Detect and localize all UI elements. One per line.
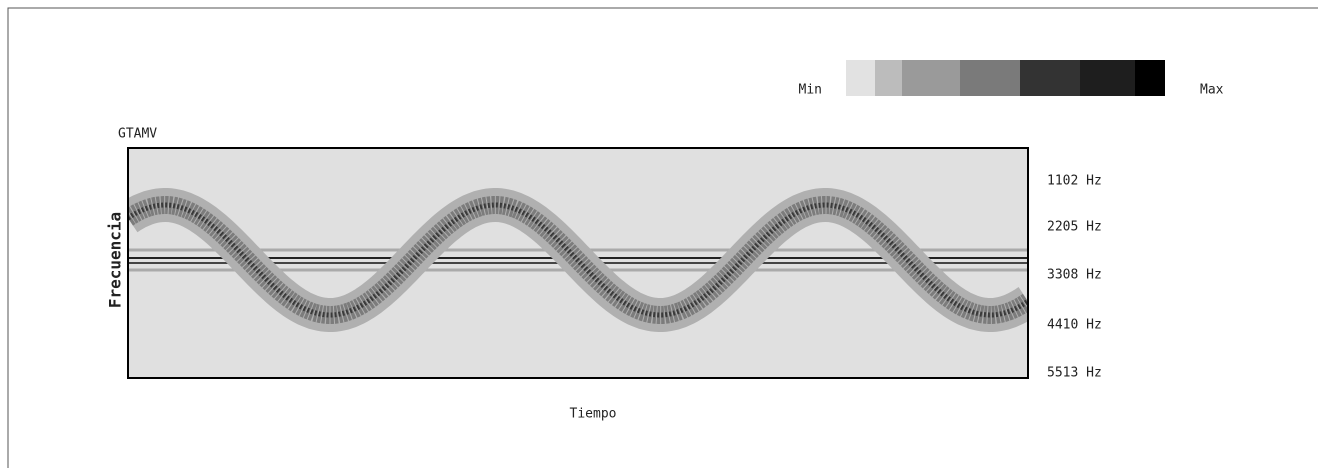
legend-swatch bbox=[1020, 60, 1080, 96]
spectrogram-window: Min Max GTAMV Frecuencia 1102 Hz 2205 Hz… bbox=[0, 0, 1318, 468]
y-tick-label: 3308 Hz bbox=[1047, 268, 1102, 283]
spectrogram-area bbox=[128, 148, 1028, 378]
legend-swatch bbox=[902, 60, 960, 96]
legend-swatch bbox=[960, 60, 1020, 96]
legend-swatch bbox=[846, 60, 875, 96]
legend-min-label: Min bbox=[799, 83, 822, 98]
y-tick-label: 5513 Hz bbox=[1047, 366, 1102, 381]
y-axis-label: Frecuencia bbox=[106, 212, 125, 308]
x-axis-label: Tiempo bbox=[570, 407, 617, 422]
y-tick-label: 1102 Hz bbox=[1047, 174, 1102, 189]
plot-title: GTAMV bbox=[118, 127, 157, 142]
legend-swatch bbox=[875, 60, 902, 96]
legend-swatch bbox=[1135, 60, 1165, 96]
y-tick-label: 2205 Hz bbox=[1047, 220, 1102, 235]
intensity-legend bbox=[846, 60, 1165, 96]
legend-max-label: Max bbox=[1200, 83, 1224, 98]
y-tick-label: 4410 Hz bbox=[1047, 318, 1102, 333]
legend-swatch bbox=[1080, 60, 1135, 96]
